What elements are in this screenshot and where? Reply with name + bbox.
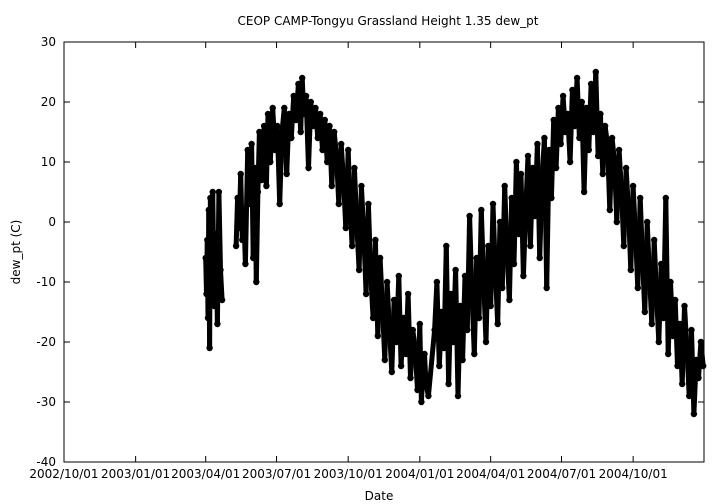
data-point-band — [345, 147, 353, 201]
data-points — [202, 68, 707, 418]
x-tick-label: 2003/04/01 — [171, 467, 240, 481]
x-tick-label: 2003/07/01 — [242, 467, 311, 481]
data-point-band — [520, 207, 529, 279]
plot-frame — [63, 41, 705, 463]
x-tick-label: 2004/07/01 — [527, 467, 596, 481]
y-tick-label: 10 — [41, 155, 56, 169]
chart-title: CEOP CAMP-Tongyu Grassland Height 1.35 d… — [238, 14, 539, 28]
data-point-band — [651, 237, 659, 297]
data-point-band — [218, 267, 225, 303]
y-axis-label: dew_pt (C) — [9, 220, 23, 285]
y-tick-label: 30 — [41, 35, 56, 49]
data-point-band — [365, 201, 374, 279]
data-point-band — [609, 135, 617, 165]
x-axis: 2002/10/01 2003/01/01 2003/04/01 2003/07/01… — [29, 42, 668, 481]
data-point-band — [637, 195, 645, 261]
data-point-band — [216, 189, 223, 273]
data-point-band — [537, 177, 545, 261]
data-point-band — [616, 147, 624, 195]
data-point-band — [630, 183, 638, 237]
data-point-band — [682, 303, 690, 351]
data-point-band — [422, 351, 429, 387]
y-tick-label: 0 — [48, 215, 56, 229]
data-point-band — [253, 189, 261, 285]
data-point-band — [338, 141, 346, 183]
data-point-band — [277, 129, 285, 207]
y-tick-label: 20 — [41, 95, 56, 109]
data-point-band — [384, 279, 392, 333]
data-point-band — [331, 129, 339, 159]
data-point-band — [467, 213, 475, 297]
y-tick-label: -30 — [36, 395, 56, 409]
data-point — [218, 296, 226, 304]
data-point-band — [377, 255, 385, 309]
data-point-band — [502, 183, 510, 255]
x-axis-label: Date — [365, 489, 394, 503]
x-tick-label: 2004/01/01 — [385, 467, 454, 481]
data-point-band — [425, 327, 438, 399]
x-tick-label: 2003/10/01 — [314, 467, 383, 481]
y-tick-label: -10 — [36, 275, 56, 289]
data-point — [700, 362, 707, 370]
data-point-band — [698, 339, 706, 369]
data-point-band — [644, 219, 652, 279]
data-point-band — [623, 165, 631, 213]
data-point-band — [490, 201, 498, 273]
x-tick-label: 2004/04/01 — [456, 467, 525, 481]
data-point-band — [358, 183, 367, 237]
data-point-band — [351, 165, 360, 225]
y-tick-label: -20 — [36, 335, 56, 349]
x-tick-label: 2002/10/01 — [29, 467, 98, 481]
data-point-band — [418, 369, 426, 405]
y-tick-label: -40 — [36, 455, 56, 469]
data-point-band — [478, 207, 487, 285]
x-tick-label: 2003/01/01 — [101, 467, 170, 481]
x-tick-label: 2004/10/01 — [599, 467, 668, 481]
y-axis: -40 -30 -20 -10 0 10 20 30 — [36, 35, 704, 469]
